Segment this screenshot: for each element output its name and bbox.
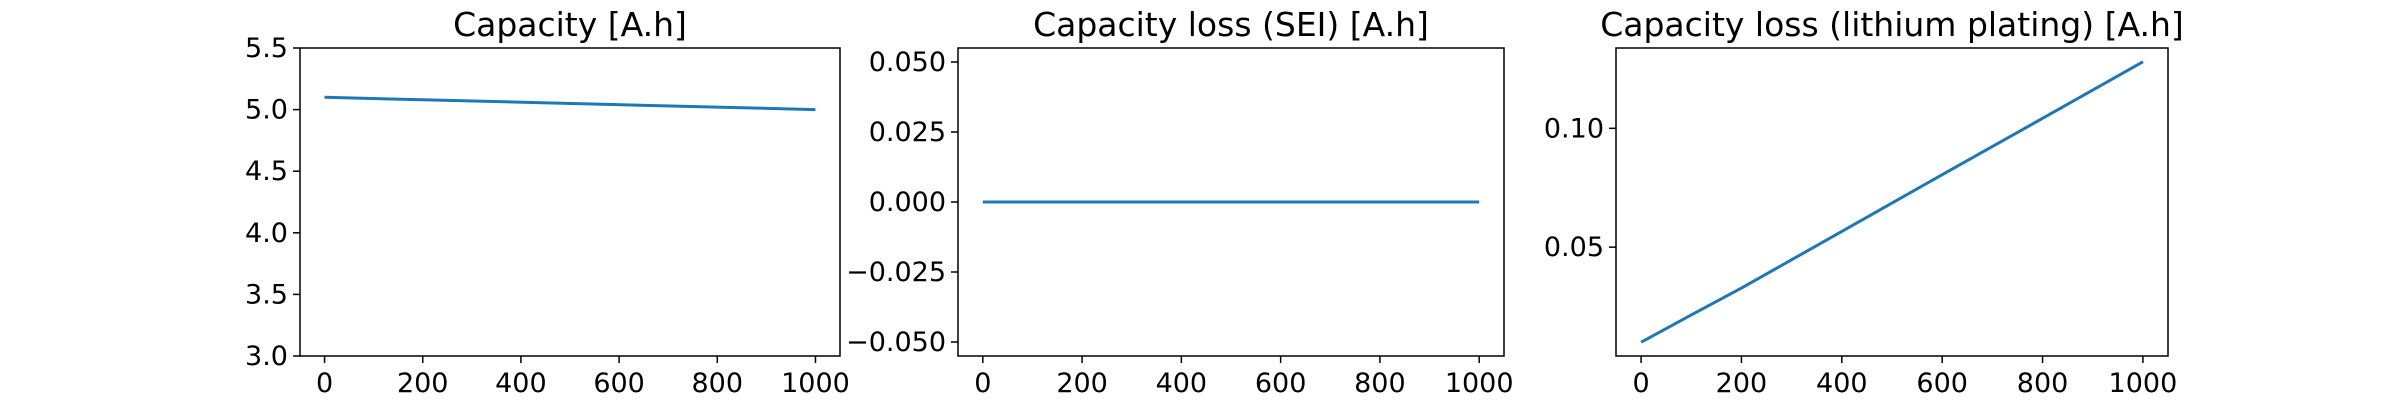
y-tick-label: 0.10 [1544,113,1604,144]
y-tick-label: 3.0 [245,341,288,372]
y-tick-label: 0.000 [869,187,946,218]
y-tick-label: 4.5 [245,156,288,187]
x-tick-label: 200 [397,368,449,399]
x-tick-label: 200 [1716,368,1768,399]
y-tick-label: 5.0 [245,95,288,126]
y-tick-label: 4.0 [245,218,288,249]
x-tick-label: 400 [495,368,547,399]
chart-title: Capacity loss (SEI) [A.h] [1033,5,1429,44]
x-tick-label: 800 [691,368,743,399]
y-tick-label: −0.050 [846,327,946,358]
y-tick-label: 3.5 [245,279,288,310]
y-tick-label: 0.05 [1544,232,1604,263]
subplot-1: Capacity [A.h] 0 200 400 600 800 1000 3.0 3.5 4.0… [245,5,850,399]
x-tick-label: 600 [1916,368,1968,399]
x-tick-label: 1000 [1445,368,1514,399]
x-tick-label: 1000 [781,368,850,399]
subplot-3: Capacity loss (lithium plating) [A.h] 0 20… [1544,5,2184,399]
y-tick-label: 0.050 [869,47,946,78]
x-tick-label: 1000 [2109,368,2178,399]
x-tick-label: 200 [1056,368,1108,399]
y-tick-label: −0.025 [846,257,946,288]
subplot-2: Capacity loss (SEI) [A.h] 0 200 400 600 800 10… [846,5,1513,399]
y-tick-label: 5.5 [245,33,288,64]
x-tick-label: 0 [974,368,991,399]
chart-title: Capacity [A.h] [453,5,687,44]
chart-title: Capacity loss (lithium plating) [A.h] [1600,5,2184,44]
series-line-1 [324,95,816,112]
axes-frame [299,47,841,357]
y-tick-label: 0.025 [869,117,946,148]
x-tick-label: 0 [1632,368,1649,399]
series-line-1 [1640,60,2144,344]
x-tick-label: 600 [1255,368,1307,399]
axes-frame [1615,47,2169,357]
x-tick-label: 800 [2017,368,2069,399]
x-tick-label: 400 [1156,368,1208,399]
x-tick-label: 0 [316,368,333,399]
x-tick-label: 800 [1354,368,1406,399]
x-tick-label: 600 [593,368,645,399]
x-tick-label: 400 [1816,368,1868,399]
